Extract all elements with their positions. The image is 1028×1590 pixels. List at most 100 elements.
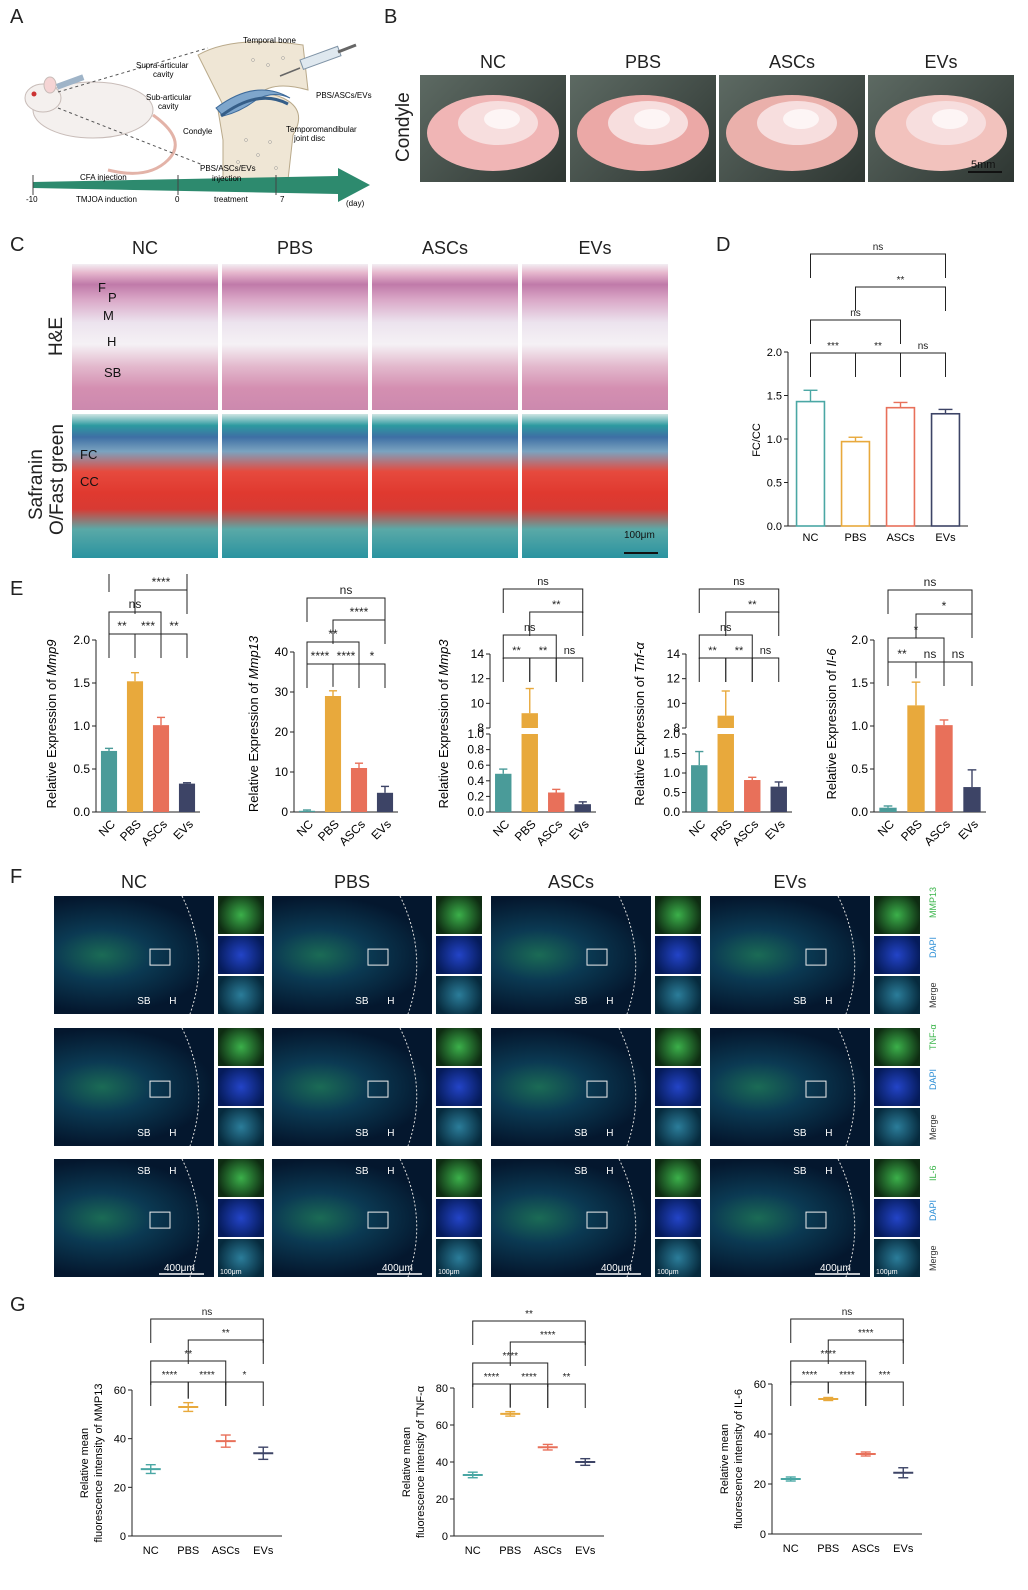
svg-text:H: H	[169, 1128, 176, 1139]
data-point	[855, 1451, 876, 1457]
fluor-thumb-r0-c2-2	[655, 976, 701, 1014]
fluor-thumb-r1-c0-2	[218, 1108, 264, 1146]
scale-label-histo: 100μm	[624, 530, 655, 541]
bar	[717, 734, 734, 812]
svg-text:H: H	[825, 996, 832, 1007]
x-tick-label: EVs	[762, 817, 787, 842]
bar	[521, 734, 538, 812]
svg-text:Condyle: Condyle	[183, 127, 213, 136]
fluor-thumb-r0-c2-0	[655, 896, 701, 934]
significance-bracket: **	[187, 1328, 264, 1364]
column-label-evs: EVs	[924, 52, 958, 72]
dapi-label-2: DAPI	[928, 1199, 938, 1221]
y-tick-label: 60	[754, 1379, 766, 1391]
x-tick-label: NC	[96, 817, 118, 839]
significance-label: **	[563, 1372, 571, 1383]
y-tick-label: 0.2	[467, 789, 484, 803]
significance-bracket: **	[529, 599, 584, 636]
bar	[717, 715, 734, 728]
condyle-photo-ascs	[719, 75, 865, 182]
fluor-thumb-r2-c0-0	[218, 1159, 264, 1197]
bar	[574, 804, 591, 812]
he-image-nc	[72, 264, 218, 410]
y-tick-label: 2.0	[851, 633, 868, 647]
x-tick-label: ASCs	[886, 532, 915, 544]
y-tick-label: 2.0	[73, 633, 90, 647]
significance-label: **	[525, 1309, 533, 1320]
row-label-he: H&E	[46, 316, 67, 356]
bar	[770, 786, 787, 812]
svg-text:H: H	[387, 1166, 394, 1177]
merge-label-2: Merge	[928, 1245, 938, 1271]
significance-label: ns	[537, 576, 549, 588]
significance-label: *	[942, 599, 947, 613]
svg-text:H: H	[606, 1128, 613, 1139]
fluor-column-label-pbs: PBS	[333, 872, 371, 892]
fluor-main-r2-c3: SB H 400μm	[710, 1159, 870, 1277]
fluor-thumb-r0-c0-1	[218, 936, 264, 974]
svg-text:7: 7	[280, 195, 285, 204]
y-tick-label: 0.5	[73, 762, 90, 776]
significance-label: **	[169, 619, 179, 633]
svg-text:H: H	[387, 996, 394, 1007]
bar	[885, 406, 916, 527]
x-tick-label: ASCs	[730, 817, 762, 849]
svg-text:H: H	[169, 1166, 176, 1177]
svg-text:H: H	[387, 1128, 394, 1139]
dapi-label-1: DAPI	[928, 1068, 938, 1090]
significance-bracket: ****	[332, 605, 386, 644]
bar	[935, 725, 953, 812]
fluor-main-r2-c2: SB H 400μm	[491, 1159, 651, 1277]
significance-bracket: ns	[555, 645, 584, 682]
significance-bracket: ****	[790, 1370, 829, 1406]
fluor-thumb-r0-c1-0	[436, 896, 482, 934]
significance-label: ****	[337, 649, 356, 663]
fluor-main-r1-c2: SB H	[491, 1028, 651, 1146]
marker-label-2: IL-6	[928, 1165, 938, 1181]
svg-text:5mm: 5mm	[971, 159, 995, 171]
x-tick-label: PBS	[817, 1543, 839, 1555]
fluor-main-r2-c0: SB H 400μm	[54, 1159, 214, 1277]
panel-label-e: E	[10, 578, 24, 600]
fluor-main-r2-c1: SB H 400μm	[272, 1159, 432, 1277]
scale-bar-histo	[624, 552, 658, 554]
significance-bracket: ns	[698, 576, 780, 613]
fluor-thumb-r1-c2-0	[655, 1028, 701, 1066]
layer-label-h: H	[107, 334, 117, 349]
fluor-thumb-r2-c2-0	[655, 1159, 701, 1197]
svg-text:400μm: 400μm	[820, 1263, 851, 1274]
panel-label-f: F	[10, 866, 23, 888]
significance-label: **	[552, 599, 561, 611]
syringe-icon	[279, 43, 357, 77]
marker-label-1: TNF-α	[928, 1024, 938, 1050]
fluor-thumb-r0-c1-1	[436, 936, 482, 974]
x-tick-label: PBS	[898, 817, 925, 844]
significance-label: ****	[162, 1370, 178, 1381]
x-tick-label: NC	[465, 1545, 481, 1557]
significance-label: ns	[202, 1307, 213, 1318]
y-tick-label: 2.0	[663, 727, 680, 741]
data-point	[818, 1396, 839, 1402]
bar	[100, 750, 118, 812]
significance-label: **	[897, 647, 907, 661]
safranin-image-pbs	[222, 414, 368, 558]
svg-text:joint disc: joint disc	[293, 134, 325, 143]
significance-label: **	[512, 645, 521, 657]
significance-bracket: ns	[810, 242, 946, 278]
fluor-thumb-r1-c0-0	[218, 1028, 264, 1066]
svg-text:SB: SB	[355, 1128, 369, 1139]
svg-text:H: H	[825, 1166, 832, 1177]
scale-label-thumb: 100μm	[438, 1269, 460, 1276]
svg-text:H: H	[606, 996, 613, 1007]
y-tick-label: 1.0	[73, 719, 90, 733]
column-label-ascs: ASCs	[768, 52, 815, 72]
significance-label: ****	[199, 1370, 215, 1381]
significance-bracket: ****	[827, 1328, 904, 1364]
y-tick-label: 1.0	[767, 434, 782, 446]
x-tick-label: EVs	[566, 817, 591, 842]
y-axis-label: FC/CC	[751, 423, 763, 457]
fluor-main-r1-c3: SB H	[710, 1028, 870, 1146]
